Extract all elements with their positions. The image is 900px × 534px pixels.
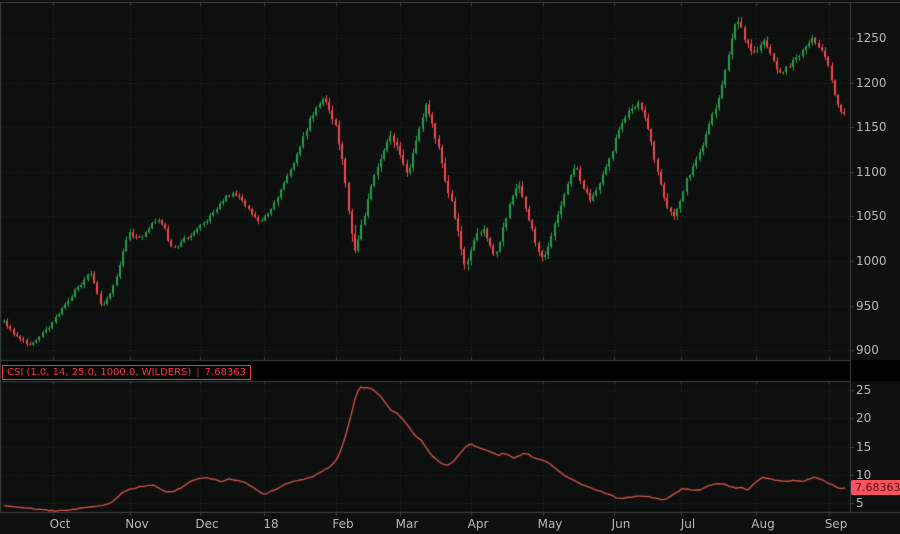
indicator-name: CSI (1.0, 14, 25.0, 1000.0, WILDERS) bbox=[7, 367, 192, 378]
indicator-legend[interactable]: CSI (1.0, 14, 25.0, 1000.0, WILDERS) | 7… bbox=[2, 365, 252, 380]
price-scale-axis[interactable] bbox=[850, 0, 900, 512]
indicator-legend-divider: | bbox=[196, 367, 200, 378]
time-scale-axis[interactable] bbox=[0, 512, 900, 534]
indicator-value: 7.68363 bbox=[204, 367, 247, 378]
